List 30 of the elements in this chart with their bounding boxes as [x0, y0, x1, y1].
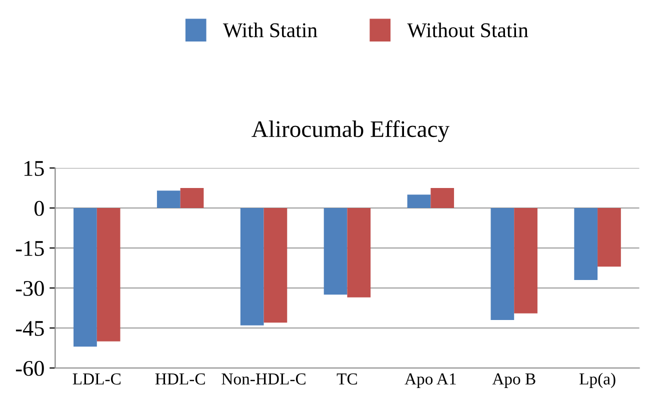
bar: [407, 194, 431, 208]
bar: [240, 208, 264, 326]
y-tick-label: -60: [16, 360, 44, 376]
x-tick-label: LDL-C: [72, 373, 120, 385]
bar: [180, 188, 204, 208]
bar: [574, 208, 598, 280]
bar: [490, 208, 514, 320]
bar: [96, 208, 120, 342]
x-tick-label: HDL-C: [155, 373, 205, 385]
bar: [74, 208, 97, 347]
x-tick-label: TC: [336, 373, 357, 385]
bar: [598, 208, 621, 267]
chart-title: Alirocumab Efficacy: [252, 120, 450, 142]
legend-label: Without Statin: [407, 22, 528, 38]
bar: [430, 188, 454, 208]
bar: [347, 208, 371, 298]
x-tick-label: Apo A1: [404, 373, 456, 388]
x-tick-label: Apo B: [492, 373, 536, 388]
x-tick-label: Non-HDL-C: [222, 373, 306, 385]
bar: [264, 208, 288, 323]
bar: [324, 208, 348, 295]
y-tick-label: -45: [16, 321, 44, 336]
y-tick-label: -30: [16, 280, 44, 296]
y-tick-label: 0: [34, 200, 44, 216]
x-tick-label: Lp(a): [580, 372, 616, 388]
y-tick-label: -15: [16, 241, 44, 256]
bar: [514, 208, 538, 314]
bar: [156, 190, 180, 208]
legend-label: With Statin: [222, 22, 318, 38]
y-tick-label: 15: [24, 161, 44, 176]
